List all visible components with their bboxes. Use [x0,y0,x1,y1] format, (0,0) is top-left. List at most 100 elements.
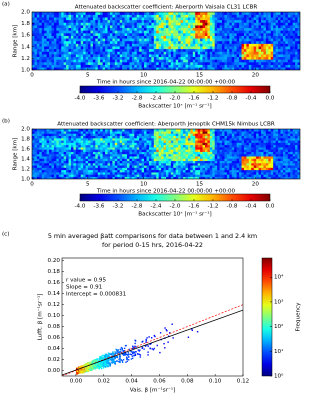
heatmap-texture [100,23,103,26]
heatmap-texture [271,23,274,26]
heatmap-texture [168,143,171,145]
heatmap-texture [134,46,137,49]
heatmap-texture [137,147,140,149]
heatmap-texture [147,129,150,131]
heatmap-texture [154,161,157,163]
heatmap-texture [263,38,266,41]
heatmap-texture [205,156,208,158]
heatmap-texture [127,17,130,20]
heatmap-texture [268,25,271,28]
heatmap-texture [103,46,106,49]
heatmap-texture [178,23,181,26]
heatmap-texture [93,168,96,170]
heatmap-texture [42,46,45,49]
heatmap-texture [49,57,52,60]
heatmap-texture [266,145,269,147]
heatmap-texture [44,136,47,138]
heatmap-texture [178,28,181,31]
heatmap-texture [37,52,40,55]
heatmap-texture [256,52,259,55]
colorbar-tick-label: -0.4 [246,96,257,102]
heatmap-texture [190,41,193,44]
heatmap-texture [81,38,84,41]
heatmap-texture [293,170,296,172]
heatmap-texture [239,174,242,176]
heatmap-texture [39,12,42,15]
heatmap-texture [224,30,227,33]
heatmap-texture [288,38,291,41]
heatmap-texture [132,145,135,147]
heatmap-texture [37,159,40,161]
heatmap-texture [251,38,254,41]
heatmap-texture [47,174,50,176]
heatmap-texture [212,20,215,23]
heatmap-texture [73,174,76,176]
heatmap-texture [171,131,174,133]
heatmap-texture [234,136,237,138]
heatmap-texture [139,152,142,154]
heatmap-texture [103,163,106,165]
heatmap-texture [151,143,154,145]
heatmap-texture [149,28,152,31]
heatmap-texture [278,44,281,47]
heatmap-texture [86,131,89,133]
heatmap-texture [44,28,47,31]
heatmap-texture [88,174,91,176]
heatmap-texture [69,159,72,161]
heatmap-texture [88,62,91,65]
heatmap-texture [188,12,191,15]
heatmap-texture [34,57,37,60]
heatmap-texture [273,15,276,18]
heatmap-texture [244,163,247,165]
heatmap-texture [207,172,210,174]
heatmap-texture [215,44,218,47]
heatmap-texture [295,62,298,65]
heatmap-texture [139,41,142,44]
heatmap-texture [181,138,184,140]
heatmap-texture [295,131,298,133]
heatmap-texture [256,23,259,26]
heatmap-texture [290,165,293,167]
heatmap-texture [285,143,288,145]
heatmap-texture [110,165,113,167]
heatmap-texture [178,174,181,176]
heatmap-texture [271,54,274,57]
heatmap-texture [227,165,230,167]
heatmap-texture [127,143,130,145]
heatmap-texture [268,30,271,33]
heatmap-texture [64,131,67,133]
heatmap-texture [249,168,252,170]
heatmap-texture [139,165,142,167]
heatmap-texture [66,65,69,68]
heatmap-texture [132,41,135,44]
heatmap-texture [183,62,186,65]
heatmap-texture [285,33,288,36]
heatmap-texture [32,30,35,33]
heatmap-texture [224,136,227,138]
heatmap-texture [254,17,257,20]
heatmap-texture [120,28,123,31]
heatmap-texture [122,20,125,23]
y-tick-label: 2.0 [21,10,30,16]
heatmap-texture [268,165,271,167]
heatmap-texture [161,145,164,147]
heatmap-texture [166,52,169,55]
heatmap-texture [222,20,225,23]
heatmap-texture [205,147,208,149]
heatmap-texture [212,145,215,147]
heatmap-texture [71,38,74,41]
heatmap-texture [103,17,106,20]
heatmap-texture [64,161,67,163]
heatmap-texture [69,25,72,28]
heatmap-texture [69,33,72,36]
heatmap-texture [32,138,35,140]
heatmap-texture [185,17,188,20]
heatmap-texture [100,15,103,18]
heatmap-texture [283,30,286,33]
heatmap-texture [237,168,240,170]
heatmap-texture [263,161,266,163]
heatmap-texture [78,170,81,172]
heatmap-texture [127,145,130,147]
heatmap-texture [76,140,79,142]
heatmap-texture [134,25,137,28]
